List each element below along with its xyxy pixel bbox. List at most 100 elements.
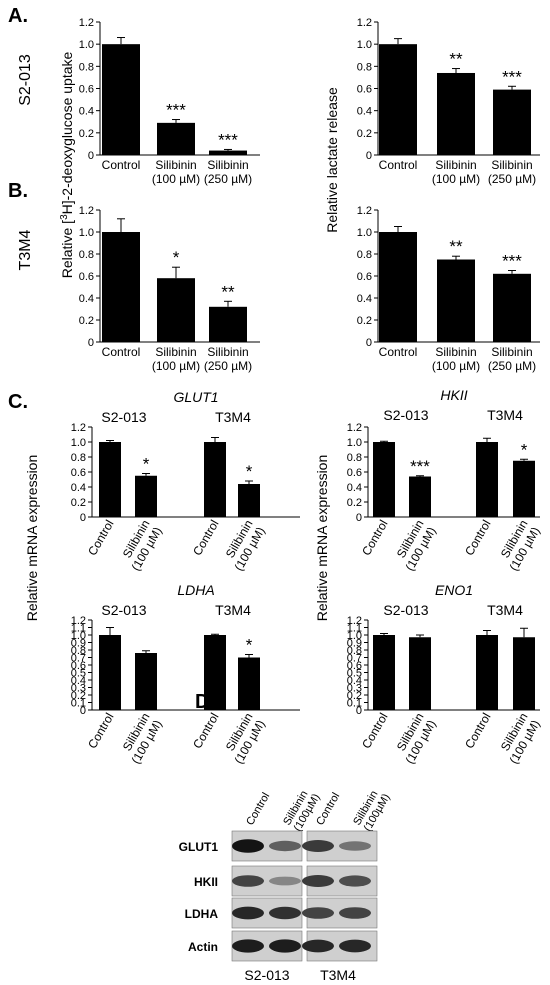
x-tick-label: Silibinin [435,158,476,172]
chart-c-ldha: 00.10.20.30.40.50.60.70.80.91.01.11.2 Con… [71,582,300,766]
x-tick-label: Silibinin(100 µM) [116,711,164,767]
y-tick-label: 0.2 [79,128,94,140]
blot-band [339,875,371,887]
x-tick-label: Silibinin [155,345,196,359]
blot-band [339,939,371,953]
y-tick-label: 0 [356,705,362,717]
bar [209,150,247,155]
ylabel-mrna-right: Relative mRNA expression [314,455,330,622]
bar [135,653,157,710]
y-tick-label: 0.4 [79,106,94,118]
y-tick-label: 1.1 [71,623,86,635]
y-tick-label: 0.6 [347,467,362,479]
bar [99,442,121,517]
y-tick-label: 0.1 [347,698,362,710]
blot-cell-line-label: T3M4 [320,967,356,983]
row-label-t3m4: T3M4 [17,229,34,270]
x-tick-label: Control [462,518,493,559]
y-tick-label: 0.2 [347,690,362,702]
y-tick-label: 0.6 [357,84,372,96]
significance-marker: *** [502,252,522,271]
x-tick-label: Silibinin(100 µM) [390,518,438,574]
y-tick-label: 0.8 [71,645,86,657]
y-tick-label: 1.0 [71,630,86,642]
significance-marker: ** [221,282,235,301]
x-tick-label: Control [359,518,390,559]
blot-band [339,907,371,919]
group-label: T3M4 [215,602,251,618]
blot-band [269,840,301,852]
blot-band [269,939,301,953]
y-tick-label: 1.2 [71,615,86,627]
group-label: T3M4 [487,407,523,423]
bar [437,259,475,342]
x-tick-label: (250 µM) [204,359,252,373]
y-tick-label: 0.4 [347,482,362,494]
x-tick-label: Silibinin(100 µM) [494,711,542,767]
y-tick-label: 0.5 [347,668,362,680]
y-tick-label: 0 [80,512,86,524]
y-tick-label: 0.4 [357,106,372,118]
significance-marker: * [246,636,253,655]
bar [409,476,431,517]
y-tick-label: 0.4 [71,482,86,494]
chart-b-uptake: 00.20.40.60.81.01.2Control*Silibinin(100… [79,205,260,373]
blot-band [232,875,264,887]
y-tick-label: 0.2 [357,315,372,327]
y-tick-label: 0 [80,705,86,717]
y-tick-label: 1.2 [79,205,94,217]
x-tick-label: Silibinin(100 µM) [390,711,438,767]
group-label: S2-013 [383,407,428,423]
y-tick-label: 0.5 [71,668,86,680]
x-tick-label: Silibinin [491,158,532,172]
ylabel-uptake-sup: 3 [59,214,70,220]
y-tick-label: 1.2 [79,17,94,29]
blot-column-label: Silibinin(100µM) [281,786,322,834]
y-tick-label: 1.2 [347,422,362,434]
x-tick-label: Control [85,711,116,752]
x-tick-label: Control [190,711,221,752]
bar [513,637,535,710]
significance-marker: *** [166,101,186,120]
y-tick-label: 1.0 [347,437,362,449]
chart-c-glut1: 0 0.2 0.4 0.6 0.8 1.0 1.2 Control * Silibinin(100… [71,389,300,573]
significance-marker: ** [449,50,463,69]
blot-band [269,876,301,886]
blot-band [302,939,334,953]
x-tick-label: Silibinin [491,345,532,359]
x-tick-label: Control [102,345,141,359]
y-tick-label: 1.0 [79,39,94,51]
y-tick-label: 1.0 [71,437,86,449]
blot-column-label: Silibinin(100µM) [351,786,392,834]
y-tick-label: 0.9 [347,638,362,650]
blot-column-label: Control [244,791,272,828]
group-label: S2-013 [101,409,146,425]
chart-title: HKII [440,387,467,403]
y-tick-label: 1.0 [357,39,372,51]
x-tick-label: (100 µM) [152,172,200,186]
blot-band [232,939,264,953]
chart-c-eno1: 00.10.20.30.40.50.60.70.80.91.01.11.2 Con… [347,582,543,766]
blot-band [302,840,334,852]
x-tick-label: Control [359,711,390,752]
bar [476,635,498,710]
bar [437,72,475,155]
x-tick-label: Control [379,345,418,359]
y-tick-label: 1.1 [347,623,362,635]
y-tick-label: 0 [366,150,372,162]
bar [157,278,195,342]
group-label: S2-013 [383,602,428,618]
blot-band [269,906,301,920]
chart-a-uptake: 00.20.40.60.81.01.2Control***Silibinin(1… [79,17,260,186]
x-tick-label: Silibinin(100 µM) [219,711,267,767]
ylabel-mrna-left: Relative mRNA expression [24,455,40,622]
y-tick-label: 0.3 [71,683,86,695]
y-tick-label: 1.2 [357,205,372,217]
y-tick-label: 0 [356,512,362,524]
y-tick-label: 0.3 [347,683,362,695]
significance-marker: *** [218,130,238,149]
y-tick-label: 0.8 [79,249,94,261]
x-tick-label: Control [379,158,418,172]
y-tick-label: 0.4 [71,675,86,687]
x-tick-label: (100 µM) [152,359,200,373]
